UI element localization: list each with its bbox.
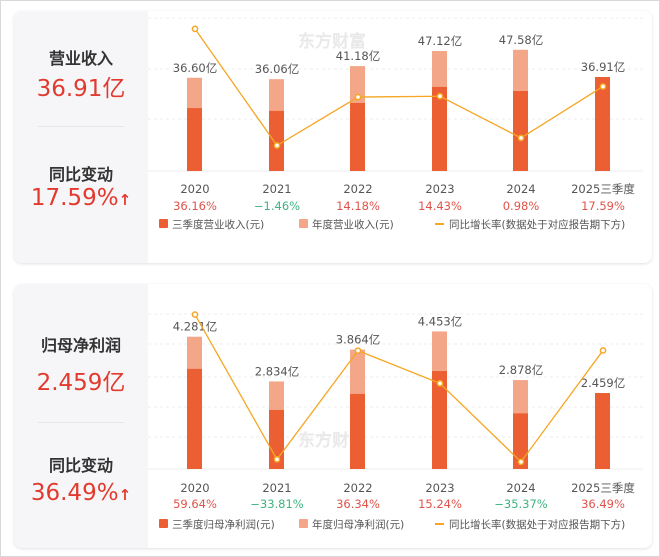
growth-line bbox=[194, 314, 604, 463]
divider bbox=[38, 422, 124, 423]
change-value: 17.59% bbox=[30, 185, 119, 211]
growth-point bbox=[191, 25, 199, 33]
q3-bar bbox=[432, 371, 447, 469]
value-label: 36.60亿 bbox=[173, 61, 217, 75]
category-label: 2020 bbox=[180, 481, 209, 495]
growth-label: 15.24% bbox=[418, 497, 462, 511]
legend-swatch-q3 bbox=[159, 519, 168, 528]
net-profit-chart: 东方财富 4.281亿 2020 59.64% 2.834亿 2021 −33.81% 3.8… bbox=[148, 311, 643, 531]
category-label: 2023 bbox=[425, 481, 454, 495]
value-label: 36.91亿 bbox=[581, 60, 625, 74]
growth-point bbox=[191, 311, 199, 318]
legend-annual: 年度归母净利润(元) bbox=[312, 518, 404, 531]
q3-bar bbox=[595, 76, 610, 171]
watermark: 东方财富 bbox=[298, 430, 366, 451]
growth-label: 36.34% bbox=[336, 497, 380, 511]
growth-label: 36.16% bbox=[173, 199, 217, 213]
legend-annual: 年度营业收入(元) bbox=[312, 218, 394, 231]
metric-value: 2.459亿 bbox=[36, 370, 126, 396]
legend-growth: 同比增长率(数据处于对应报告期下方) bbox=[449, 218, 625, 231]
divider bbox=[38, 126, 124, 127]
q3-bar bbox=[350, 102, 365, 171]
category-label: 2022 bbox=[343, 481, 372, 495]
growth-label: 0.98% bbox=[503, 199, 540, 213]
arrow-up-icon: ↑ bbox=[118, 191, 132, 209]
q3-bar bbox=[187, 108, 202, 171]
category-label: 2024 bbox=[506, 481, 535, 495]
change-label: 同比变动 bbox=[48, 165, 113, 184]
growth-label: 59.64% bbox=[173, 497, 217, 511]
revenue-chart: 东方财富 36.60亿 2020 36.16% 36.06亿 2021 −1.46% 41.1… bbox=[148, 17, 643, 231]
change-value-row: 17.59%↑ bbox=[14, 185, 148, 211]
q3-bar bbox=[513, 91, 528, 171]
category-label: 2022 bbox=[343, 182, 372, 196]
category-label: 2021 bbox=[262, 481, 291, 495]
growth-label: 14.43% bbox=[418, 199, 462, 213]
value-label: 2.834亿 bbox=[255, 364, 299, 378]
legend-q3: 三季度营业收入(元) bbox=[172, 218, 264, 231]
value-label: 4.453亿 bbox=[418, 314, 462, 328]
growth-point bbox=[599, 83, 607, 90]
value-label: 47.58亿 bbox=[499, 33, 543, 47]
value-label: 41.18亿 bbox=[336, 49, 380, 63]
q3-bar bbox=[269, 110, 284, 171]
watermark: 东方财富 bbox=[298, 31, 366, 52]
legend-swatch-q3 bbox=[159, 219, 168, 228]
growth-label: −33.81% bbox=[250, 497, 304, 511]
growth-point bbox=[517, 134, 525, 142]
change-label: 同比变动 bbox=[48, 456, 113, 475]
net-profit-summary: 归母净利润 2.459亿 同比变动 36.49%↑ bbox=[14, 284, 148, 548]
value-label: 2.459亿 bbox=[581, 376, 625, 390]
growth-point bbox=[599, 347, 607, 354]
growth-label: 36.49% bbox=[581, 497, 625, 511]
q3-bar bbox=[513, 413, 528, 469]
growth-point bbox=[436, 380, 444, 387]
growth-label: 14.18% bbox=[336, 199, 380, 213]
legend-growth: 同比增长率(数据处于对应报告期下方) bbox=[449, 518, 625, 531]
value-label: 47.12亿 bbox=[418, 34, 462, 48]
q3-bar bbox=[187, 368, 202, 469]
metric-label: 归母净利润 bbox=[40, 336, 121, 355]
value-label: 2.878亿 bbox=[499, 363, 543, 377]
legend-q3: 三季度归母净利润(元) bbox=[172, 518, 275, 531]
category-label: 2024 bbox=[506, 182, 535, 196]
metric-value: 36.91亿 bbox=[36, 76, 126, 102]
category-label: 2021 bbox=[262, 182, 291, 196]
growth-point bbox=[436, 92, 444, 100]
growth-label: −1.46% bbox=[254, 199, 300, 213]
growth-point bbox=[273, 456, 281, 463]
q3-bar bbox=[432, 86, 447, 171]
legend-swatch-annual bbox=[299, 519, 308, 528]
net-profit-panel: 归母净利润 2.459亿 同比变动 36.49%↑ 东方财富 4.281亿 2020… bbox=[14, 284, 652, 548]
growth-point bbox=[517, 458, 525, 466]
arrow-up-icon: ↑ bbox=[118, 486, 132, 504]
q3-bar bbox=[350, 393, 365, 469]
revenue-panel: 营业收入 36.91亿 同比变动 17.59%↑ 东方财富 36.60亿 2020 3… bbox=[14, 11, 652, 263]
value-label: 36.06亿 bbox=[255, 62, 299, 76]
growth-line bbox=[194, 28, 604, 147]
revenue-summary: 营业收入 36.91亿 同比变动 17.59%↑ bbox=[14, 11, 148, 263]
change-value-row: 36.49%↑ bbox=[14, 480, 148, 506]
value-label: 4.281亿 bbox=[173, 320, 217, 334]
metric-label: 营业收入 bbox=[48, 49, 113, 68]
value-label: 3.864亿 bbox=[336, 333, 380, 347]
category-label: 2025三季度 bbox=[571, 182, 635, 196]
q3-bar bbox=[595, 393, 610, 469]
legend-swatch-annual bbox=[299, 219, 308, 228]
growth-point bbox=[354, 93, 362, 101]
growth-label: 17.59% bbox=[581, 199, 625, 213]
category-label: 2023 bbox=[425, 182, 454, 196]
change-value: 36.49% bbox=[30, 480, 119, 506]
growth-point bbox=[273, 142, 281, 149]
category-label: 2025三季度 bbox=[571, 481, 635, 495]
category-label: 2020 bbox=[180, 182, 209, 196]
growth-point bbox=[354, 347, 362, 355]
growth-label: −35.37% bbox=[494, 497, 548, 511]
